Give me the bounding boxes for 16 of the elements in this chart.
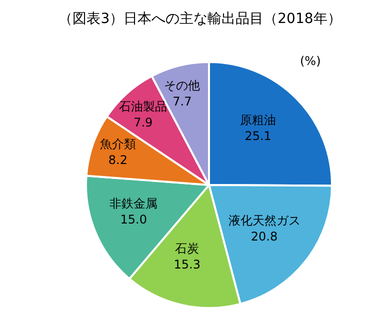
data-label: 25.1 xyxy=(244,129,272,144)
data-label: 15.3 xyxy=(174,257,200,272)
slice-label: 非鉄金属 xyxy=(110,196,158,210)
slice-label: その他 xyxy=(164,78,200,93)
data-label: 7.9 xyxy=(134,115,153,130)
text: (%) xyxy=(300,54,321,68)
data-label: 15.0 xyxy=(120,212,147,226)
slice-label: 液化天然ガス xyxy=(228,214,300,228)
data-label: 20.8 xyxy=(250,230,278,244)
slice-label: 石油製品 xyxy=(119,99,168,114)
data-label: 7.7 xyxy=(172,94,192,109)
slice-label: 原粗油 xyxy=(240,113,276,128)
chart-title: （図表3）日本への主な輸出品目（2018年） xyxy=(58,10,342,28)
slice-label: 石炭 xyxy=(175,241,200,256)
data-label: 8.2 xyxy=(108,153,128,168)
slice-label: 魚介類 xyxy=(100,137,136,152)
